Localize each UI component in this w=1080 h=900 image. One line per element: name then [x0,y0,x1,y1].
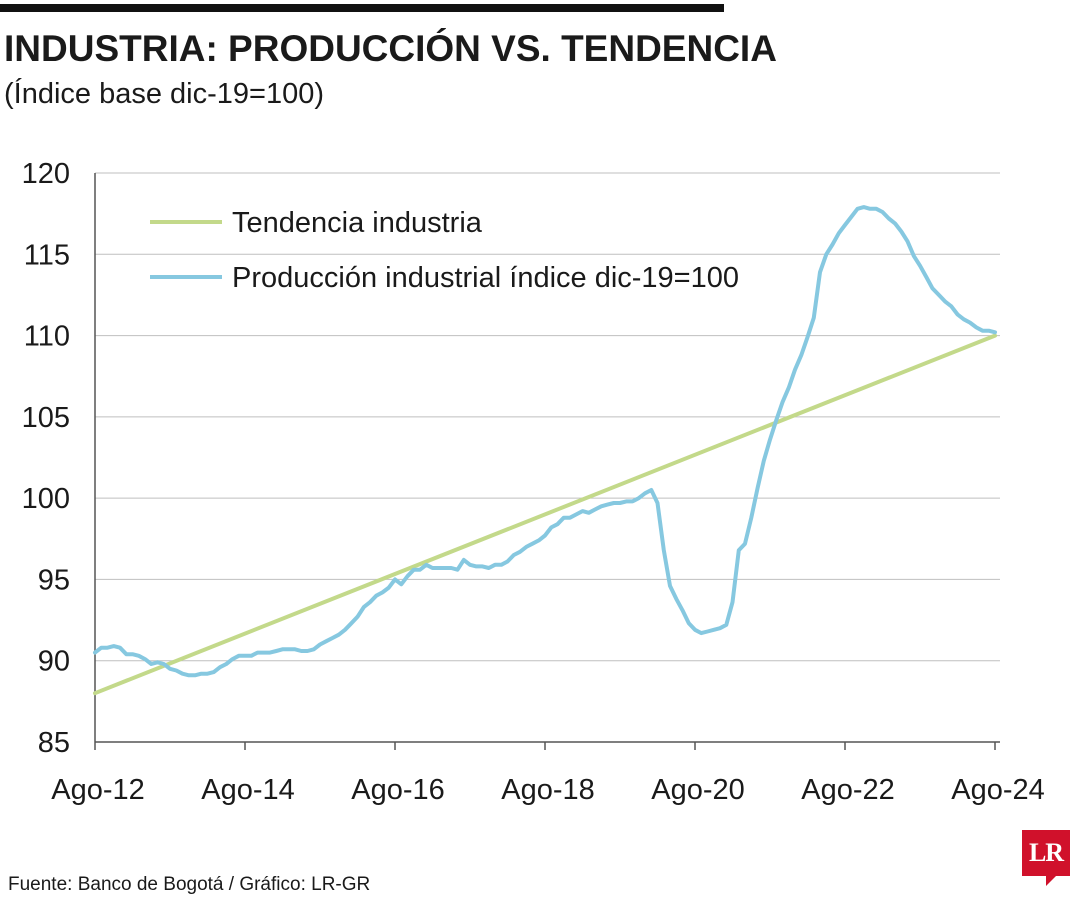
x-tick-label: Ago-24 [951,774,1045,806]
legend-label: Producción industrial índice dic-19=100 [232,262,739,294]
lr-logo: LR [1022,830,1070,876]
series-lines [93,205,997,696]
x-tick-label: Ago-18 [501,774,595,806]
legend-label: Tendencia industria [232,207,483,239]
source-note: Fuente: Banco de Bogotá / Gráfico: LR-GR [8,874,371,895]
legend: Tendencia industria Producción industrial… [150,207,739,294]
y-tick-label: 120 [22,158,70,190]
chart-subtitle: (Índice base dic-19=100) [4,78,325,110]
y-tick-label: 90 [38,646,70,678]
y-tick-label: 85 [38,727,70,759]
production-line [93,205,997,678]
x-tick-label: Ago-22 [801,774,895,806]
y-axis-tick-labels: 85 90 95 100 105 110 115 120 [22,158,70,759]
y-tick-label: 100 [22,483,70,515]
header-rule [0,4,724,12]
x-tick-label: Ago-20 [651,774,745,806]
x-tick-label: Ago-14 [201,774,295,806]
x-tick-label: Ago-16 [351,774,445,806]
trend-line [93,333,997,696]
lr-logo-tail [1046,874,1058,886]
axes [94,173,1000,750]
y-tick-label: 95 [38,564,70,596]
chart-title: INDUSTRIA: PRODUCCIÓN VS. TENDENCIA [4,28,777,69]
y-tick-label: 115 [24,239,70,271]
x-axis-tick-labels: Ago-12 Ago-14 Ago-16 Ago-18 Ago-20 Ago-22 Ago-… [51,774,1045,806]
line-chart: 85 90 95 100 105 110 115 120 Ago-12 Ago-14 Ago-16… [22,158,1045,806]
y-tick-label: 110 [24,321,70,353]
gridlines [95,172,1000,662]
y-tick-label: 105 [22,402,70,434]
x-tick-label: Ago-12 [51,774,145,806]
